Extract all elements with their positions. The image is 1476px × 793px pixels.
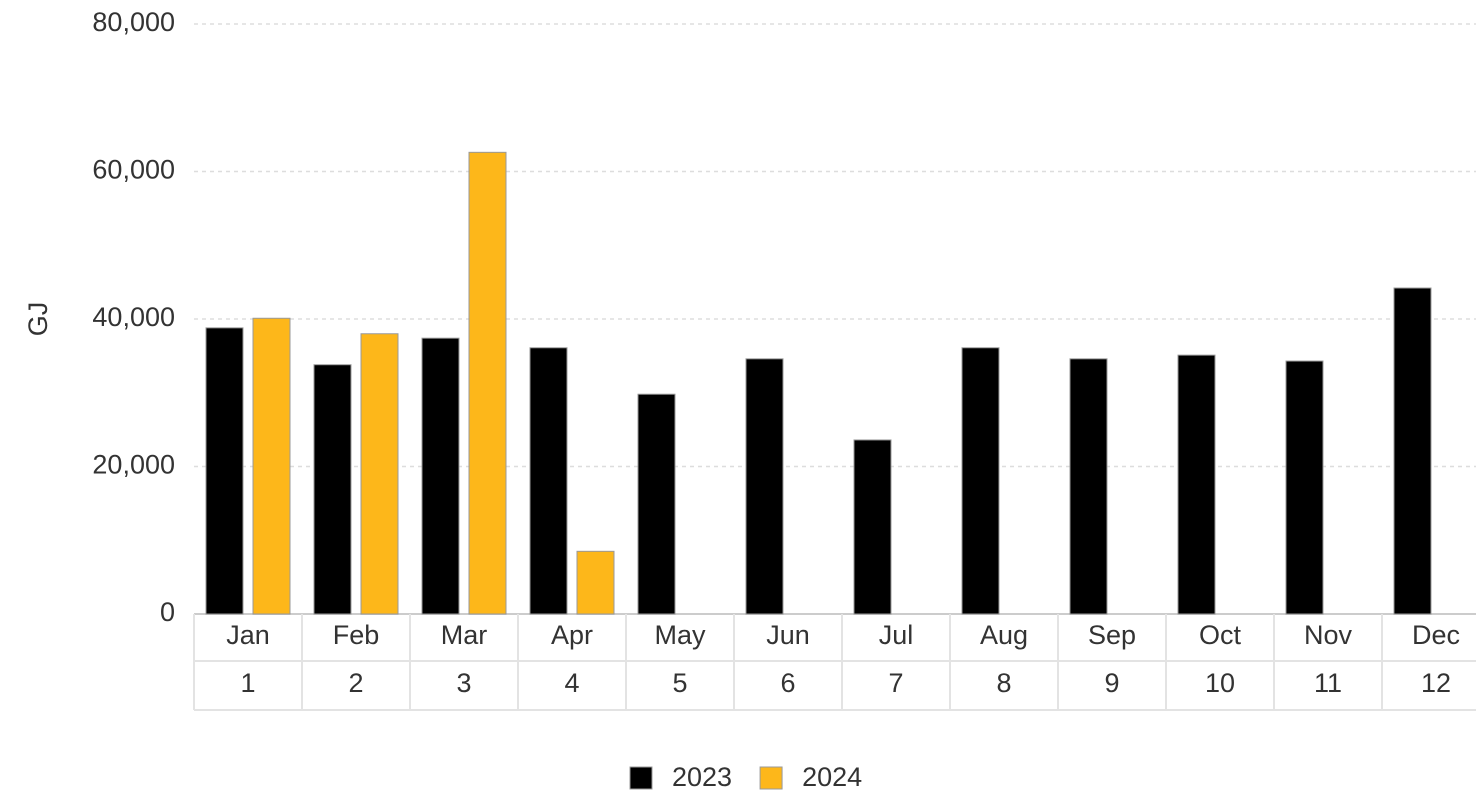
bar (252, 317, 291, 615)
x-tick-label: Sep (1088, 620, 1136, 650)
x-sub-label: 1 (240, 668, 255, 698)
bar (468, 151, 507, 615)
x-tick-label: Jul (879, 620, 914, 650)
x-sub-label: 8 (996, 668, 1011, 698)
bar (576, 550, 615, 615)
bar (853, 439, 892, 615)
x-tick-label: Apr (551, 620, 593, 650)
y-tick-label: 80,000 (92, 7, 175, 37)
x-tick-label: Aug (980, 620, 1028, 650)
bar (1393, 287, 1432, 615)
legend-swatch (759, 766, 783, 790)
x-sub-label: 12 (1421, 668, 1451, 698)
bar (1177, 354, 1216, 615)
bar (529, 347, 568, 615)
x-tick-label: May (654, 620, 706, 650)
bar (205, 327, 244, 615)
bar (313, 364, 352, 615)
x-tick-label: Jun (766, 620, 810, 650)
bar (961, 347, 1000, 615)
x-sub-label: 10 (1205, 668, 1235, 698)
y-tick-label: 60,000 (92, 155, 175, 185)
bar (360, 333, 399, 615)
x-sub-label: 11 (1314, 668, 1342, 698)
y-tick-label: 0 (160, 597, 175, 627)
bar (1069, 358, 1108, 615)
bar (637, 393, 676, 615)
y-tick-label: 20,000 (92, 450, 175, 480)
legend-label: 2024 (802, 762, 862, 792)
x-sub-label: 6 (780, 668, 795, 698)
bar (745, 358, 784, 615)
x-sub-label: 4 (564, 668, 579, 698)
legend-swatch (629, 766, 653, 790)
x-tick-label: Jan (226, 620, 270, 650)
x-tick-label: Oct (1199, 620, 1242, 650)
bar (421, 337, 460, 615)
x-sub-label: 9 (1104, 668, 1119, 698)
legend-label: 2023 (672, 762, 732, 792)
x-sub-label: 7 (888, 668, 903, 698)
x-sub-label: 3 (456, 668, 471, 698)
x-tick-label: Mar (441, 620, 488, 650)
bar (1285, 360, 1324, 615)
x-tick-label: Dec (1412, 620, 1460, 650)
x-sub-label: 2 (348, 668, 363, 698)
y-tick-label: 40,000 (92, 302, 175, 332)
x-sub-label: 5 (672, 668, 687, 698)
y-axis-label: GJ (23, 302, 53, 337)
x-tick-label: Feb (333, 620, 380, 650)
x-tick-label: Nov (1304, 620, 1353, 650)
